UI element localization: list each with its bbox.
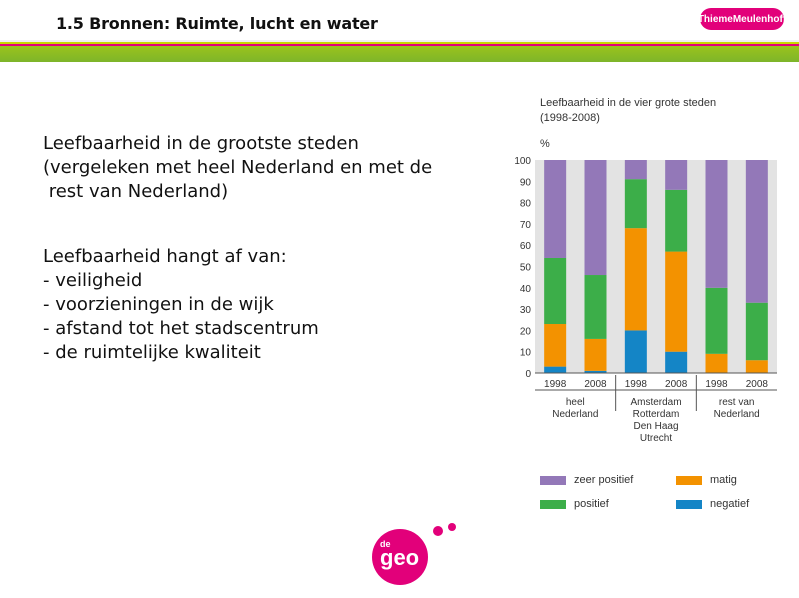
bar-segment bbox=[584, 275, 607, 339]
factor-item: - voorzieningen in de wijk bbox=[43, 294, 274, 315]
bar-segment bbox=[544, 257, 567, 325]
bar-segment bbox=[544, 324, 567, 367]
y-tick-label: 60 bbox=[520, 241, 532, 252]
y-tick-label: 0 bbox=[525, 369, 531, 380]
legend-swatch bbox=[540, 499, 566, 509]
legend-label: negatief bbox=[710, 498, 750, 510]
logo-circle bbox=[372, 529, 428, 585]
group-label: heel bbox=[566, 397, 585, 408]
factor-item: - afstand tot het stadscentrum bbox=[43, 318, 319, 339]
legend-item: zeer positief bbox=[540, 474, 633, 486]
bar-segment bbox=[584, 160, 607, 276]
factor-item: - de ruimtelijke kwaliteit bbox=[43, 342, 261, 363]
legend-swatch bbox=[676, 475, 702, 485]
legend-swatch bbox=[540, 475, 566, 485]
bar-segment bbox=[544, 366, 567, 373]
bar-segment bbox=[745, 360, 768, 373]
livability-factors-list: Leefbaarheid hangt af van: - veiligheid … bbox=[43, 245, 483, 365]
bar-segment bbox=[665, 189, 688, 252]
bar-segment bbox=[584, 338, 607, 371]
group-label: Utrecht bbox=[640, 433, 672, 444]
group-label: Nederland bbox=[714, 409, 760, 420]
x-tick-label: 2008 bbox=[584, 379, 607, 390]
y-tick-label: 70 bbox=[520, 220, 532, 231]
chart-description: Leefbaarheid in de grootste steden (verg… bbox=[43, 132, 483, 204]
x-tick-label: 2008 bbox=[746, 379, 769, 390]
factors-intro: Leefbaarheid hangt af van: bbox=[43, 246, 287, 267]
factor-item: - veiligheid bbox=[43, 270, 143, 291]
y-tick-label: 30 bbox=[520, 305, 532, 316]
stacked-bar-chart: 0 10 20 30 40 50 60 70 80 90 100 1998 2008 1998 2008 19… bbox=[514, 156, 777, 444]
logo-dot bbox=[433, 526, 443, 536]
bar-segment bbox=[665, 351, 688, 373]
bar-segment bbox=[745, 160, 768, 303]
bar-segment bbox=[624, 179, 647, 229]
y-tick-label: 80 bbox=[520, 199, 532, 210]
y-tick-label: 100 bbox=[514, 156, 531, 167]
bar-segment bbox=[705, 353, 728, 373]
bar-segment bbox=[624, 160, 647, 180]
group-label: Rotterdam bbox=[633, 409, 680, 420]
heading-line: (vergeleken met heel Nederland en met de bbox=[43, 157, 433, 178]
chart-subtitle: (1998-2008) bbox=[540, 112, 600, 124]
bar-segment bbox=[705, 287, 728, 354]
heading-line: Leefbaarheid in de grootste steden bbox=[43, 133, 359, 154]
bar-segment bbox=[624, 228, 647, 331]
chart-title-block: Leefbaarheid in de vier grote steden (19… bbox=[540, 96, 716, 126]
x-tick-label: 1998 bbox=[544, 379, 567, 390]
y-tick-label: 40 bbox=[520, 284, 532, 295]
x-tick-label: 1998 bbox=[625, 379, 648, 390]
group-label: rest van bbox=[719, 397, 755, 408]
bar-segment bbox=[624, 330, 647, 373]
publisher-logo: ThiemeMeulenhoff bbox=[698, 8, 786, 30]
y-tick-label: 90 bbox=[520, 177, 532, 188]
header-color-bar bbox=[0, 40, 799, 62]
legend-label: positief bbox=[574, 498, 609, 510]
legend-item: positief bbox=[540, 498, 609, 510]
y-tick-label: 10 bbox=[520, 348, 532, 359]
legend-item: negatief bbox=[676, 498, 749, 510]
bar-segment bbox=[745, 302, 768, 361]
bar-segment bbox=[584, 370, 607, 373]
logo-prefix: de bbox=[380, 539, 391, 549]
de-geo-logo: de geo bbox=[372, 523, 456, 585]
bar-segment bbox=[665, 251, 688, 352]
heading-line: rest van Nederland) bbox=[43, 181, 229, 202]
logo-text: geo bbox=[380, 545, 419, 570]
group-label: Amsterdam bbox=[630, 397, 681, 408]
group-label: Nederland bbox=[552, 409, 598, 420]
legend-label: zeer positief bbox=[574, 474, 634, 486]
bar-segment bbox=[705, 160, 728, 288]
legend-swatch bbox=[676, 499, 702, 509]
chart-title: Leefbaarheid in de vier grote steden bbox=[540, 97, 717, 109]
y-tick-label: 20 bbox=[520, 326, 532, 337]
y-tick-label: 50 bbox=[520, 263, 532, 274]
bar-segment bbox=[665, 160, 688, 190]
bar-segment bbox=[544, 160, 567, 258]
x-tick-label: 1998 bbox=[705, 379, 728, 390]
legend-label: matig bbox=[710, 474, 737, 486]
logo-dot bbox=[448, 523, 456, 531]
slide-title: 1.5 Bronnen: Ruimte, lucht en water bbox=[56, 14, 378, 33]
plot-background bbox=[535, 160, 777, 373]
y-axis-unit: % bbox=[540, 138, 550, 150]
x-tick-label: 2008 bbox=[665, 379, 688, 390]
group-label: Den Haag bbox=[633, 421, 678, 432]
legend-item: matig bbox=[676, 474, 737, 486]
